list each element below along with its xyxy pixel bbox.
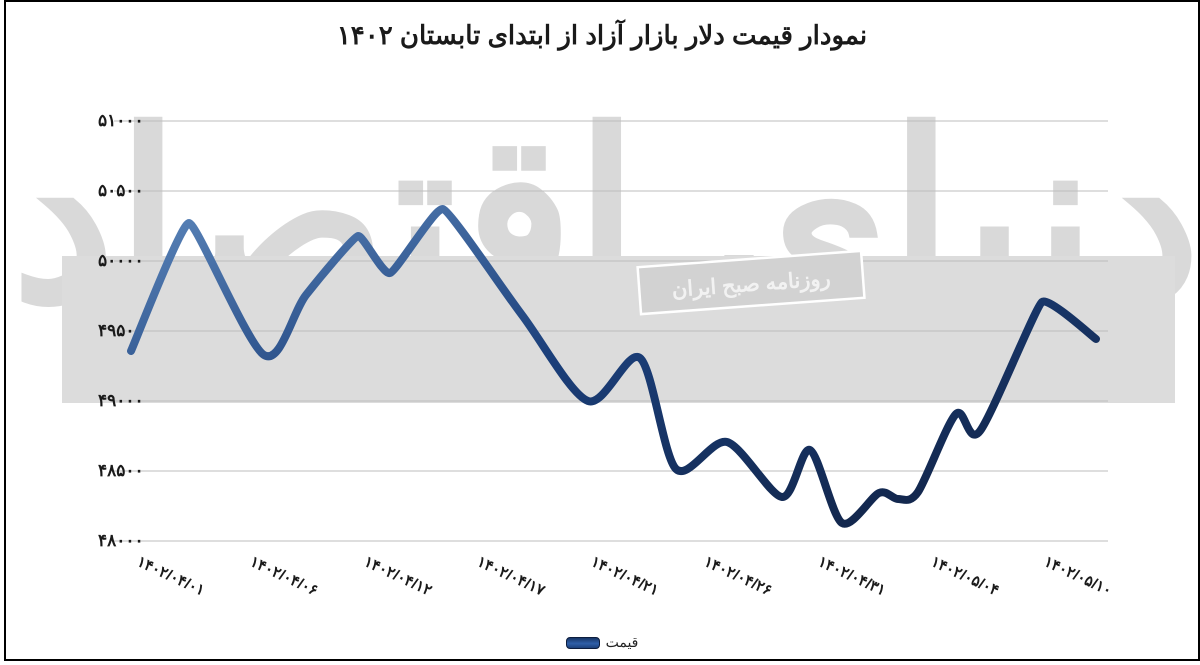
svg-text:۱۴۰۲/۰۴/۲۶: ۱۴۰۲/۰۴/۲۶ <box>701 553 774 599</box>
svg-text:۱۴۰۲/۰۵/۰۴: ۱۴۰۲/۰۵/۰۴ <box>928 553 1001 599</box>
svg-text:۴۸۰۰۰: ۴۸۰۰۰ <box>98 531 144 550</box>
svg-text:۵۰۵۰۰: ۵۰۵۰۰ <box>98 181 144 200</box>
svg-text:۱۴۰۲/۰۴/۰۱: ۱۴۰۲/۰۴/۰۱ <box>134 553 207 599</box>
svg-text:۱۴۰۲/۰۴/۳۱: ۱۴۰۲/۰۴/۳۱ <box>815 553 888 599</box>
svg-text:۱۴۰۲/۰۴/۲۱: ۱۴۰۲/۰۴/۲۱ <box>588 553 661 599</box>
svg-text:۴۸۵۰۰: ۴۸۵۰۰ <box>98 461 144 480</box>
svg-text:۵۰۰۰۰: ۵۰۰۰۰ <box>98 251 144 270</box>
svg-text:۱۴۰۲/۰۴/۱۲: ۱۴۰۲/۰۴/۱۲ <box>361 553 434 599</box>
svg-text:۱۴۰۲/۰۴/۱۷: ۱۴۰۲/۰۴/۱۷ <box>474 553 548 600</box>
svg-text:۱۴۰۲/۰۴/۰۶: ۱۴۰۲/۰۴/۰۶ <box>247 553 320 599</box>
svg-text:۵۱۰۰۰: ۵۱۰۰۰ <box>98 111 144 130</box>
svg-text:۴۹۰۰۰: ۴۹۰۰۰ <box>98 391 144 410</box>
svg-text:۱۴۰۲/۰۵/۱۰: ۱۴۰۲/۰۵/۱۰ <box>1041 553 1114 599</box>
